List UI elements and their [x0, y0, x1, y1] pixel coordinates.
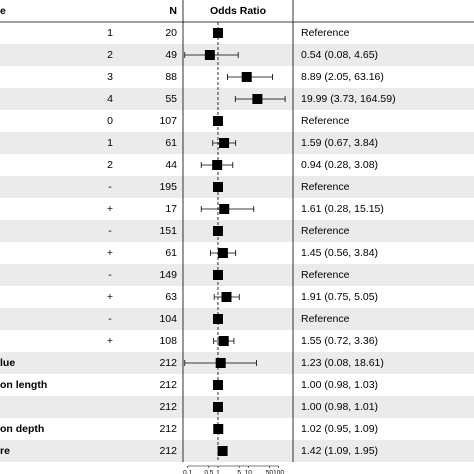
row-n: 20 — [165, 27, 177, 39]
estimate-box — [218, 336, 229, 346]
estimate-box — [212, 116, 223, 126]
estimate-box — [212, 160, 223, 170]
row-level: + — [107, 291, 113, 303]
row-estimate: 19.99 (3.73, 164.59) — [301, 93, 396, 105]
row-n: 212 — [159, 445, 177, 457]
row-level: 3 — [107, 71, 113, 83]
row-estimate: 1.55 (0.72, 3.36) — [301, 335, 378, 347]
row-n: 17 — [165, 203, 177, 215]
row-n: 212 — [159, 357, 177, 369]
x-tick-label: 1 — [216, 470, 220, 474]
row-estimate: Reference — [301, 313, 350, 325]
x-tick-label: 0.1 — [183, 470, 192, 474]
row-n: 63 — [165, 291, 177, 303]
row-n: 149 — [159, 269, 177, 281]
row-level: 0 — [107, 115, 113, 127]
row-n: 195 — [159, 181, 177, 193]
row-level: - — [108, 181, 112, 193]
estimate-box — [215, 358, 226, 368]
row-stripe — [0, 396, 474, 418]
row-level: + — [107, 335, 113, 347]
row-n: 49 — [165, 49, 177, 61]
row-n: 212 — [159, 423, 177, 435]
row-estimate: 1.00 (0.98, 1.03) — [301, 379, 378, 391]
row-label: lue — [0, 357, 15, 369]
row-level: 1 — [107, 27, 113, 39]
row-estimate: 1.61 (0.28, 15.15) — [301, 203, 384, 215]
row-level: 2 — [107, 159, 113, 171]
row-level: 2 — [107, 49, 113, 61]
row-stripe — [0, 220, 474, 242]
row-estimate: 1.42 (1.09, 1.95) — [301, 445, 378, 457]
header-n: N — [169, 5, 177, 17]
x-tick-label: 50 — [266, 470, 274, 474]
header-label: e — [0, 5, 6, 17]
row-n: 212 — [159, 401, 177, 413]
row-estimate: 0.54 (0.08, 4.65) — [301, 49, 378, 61]
row-estimate: Reference — [301, 27, 350, 39]
row-estimate: 8.89 (2.05, 63.16) — [301, 71, 384, 83]
row-n: 107 — [159, 115, 177, 127]
row-estimate: 1.59 (0.67, 3.84) — [301, 137, 378, 149]
x-tick-label: 0.5 — [204, 470, 213, 474]
row-estimate: Reference — [301, 181, 350, 193]
row-stripe — [0, 308, 474, 330]
row-level: - — [108, 269, 112, 281]
row-stripe — [0, 440, 474, 462]
estimate-box — [212, 28, 223, 38]
estimate-box — [212, 402, 223, 412]
row-estimate: 0.94 (0.28, 3.08) — [301, 159, 378, 171]
row-stripe — [0, 132, 474, 154]
row-n: 61 — [165, 137, 177, 149]
estimate-box — [241, 72, 252, 82]
estimate-box — [212, 182, 223, 192]
header-plot: Odds Ratio — [210, 5, 266, 17]
row-n: 88 — [165, 71, 177, 83]
x-tick-label: 10 — [245, 470, 253, 474]
row-estimate: 1.91 (0.75, 5.05) — [301, 291, 378, 303]
x-tick-label: 5 — [237, 470, 241, 474]
row-estimate: 1.45 (0.56, 3.84) — [301, 247, 378, 259]
row-level: + — [107, 247, 113, 259]
estimate-box — [219, 204, 230, 214]
estimate-box — [212, 314, 223, 324]
x-tick-label: 100 — [273, 470, 284, 474]
estimate-box — [204, 50, 215, 60]
row-label: on length — [0, 379, 47, 391]
estimate-box — [212, 226, 223, 236]
row-estimate: 1.23 (0.08, 18.61) — [301, 357, 384, 369]
row-n: 108 — [159, 335, 177, 347]
row-stripe — [0, 264, 474, 286]
row-label: on depth — [0, 423, 44, 435]
row-n: 151 — [159, 225, 177, 237]
row-n: 55 — [165, 93, 177, 105]
row-estimate: 1.00 (0.98, 1.01) — [301, 401, 378, 413]
estimate-box — [219, 138, 230, 148]
row-stripe — [0, 176, 474, 198]
row-n: 61 — [165, 247, 177, 259]
estimate-box — [252, 94, 263, 104]
row-estimate: 1.02 (0.95, 1.09) — [301, 423, 378, 435]
row-level: + — [107, 203, 113, 215]
row-n: 104 — [159, 313, 177, 325]
row-estimate: Reference — [301, 115, 350, 127]
row-level: - — [108, 225, 112, 237]
row-level: 4 — [107, 93, 113, 105]
estimate-box — [212, 270, 223, 280]
estimate-box — [217, 446, 228, 456]
row-label: re — [0, 445, 10, 457]
row-level: - — [108, 313, 112, 325]
row-level: 1 — [107, 137, 113, 149]
estimate-box — [221, 292, 232, 302]
row-n: 44 — [165, 159, 177, 171]
row-estimate: Reference — [301, 269, 350, 281]
estimate-box — [217, 248, 228, 258]
row-estimate: Reference — [301, 225, 350, 237]
estimate-box — [212, 380, 223, 390]
row-n: 212 — [159, 379, 177, 391]
estimate-box — [213, 424, 224, 434]
